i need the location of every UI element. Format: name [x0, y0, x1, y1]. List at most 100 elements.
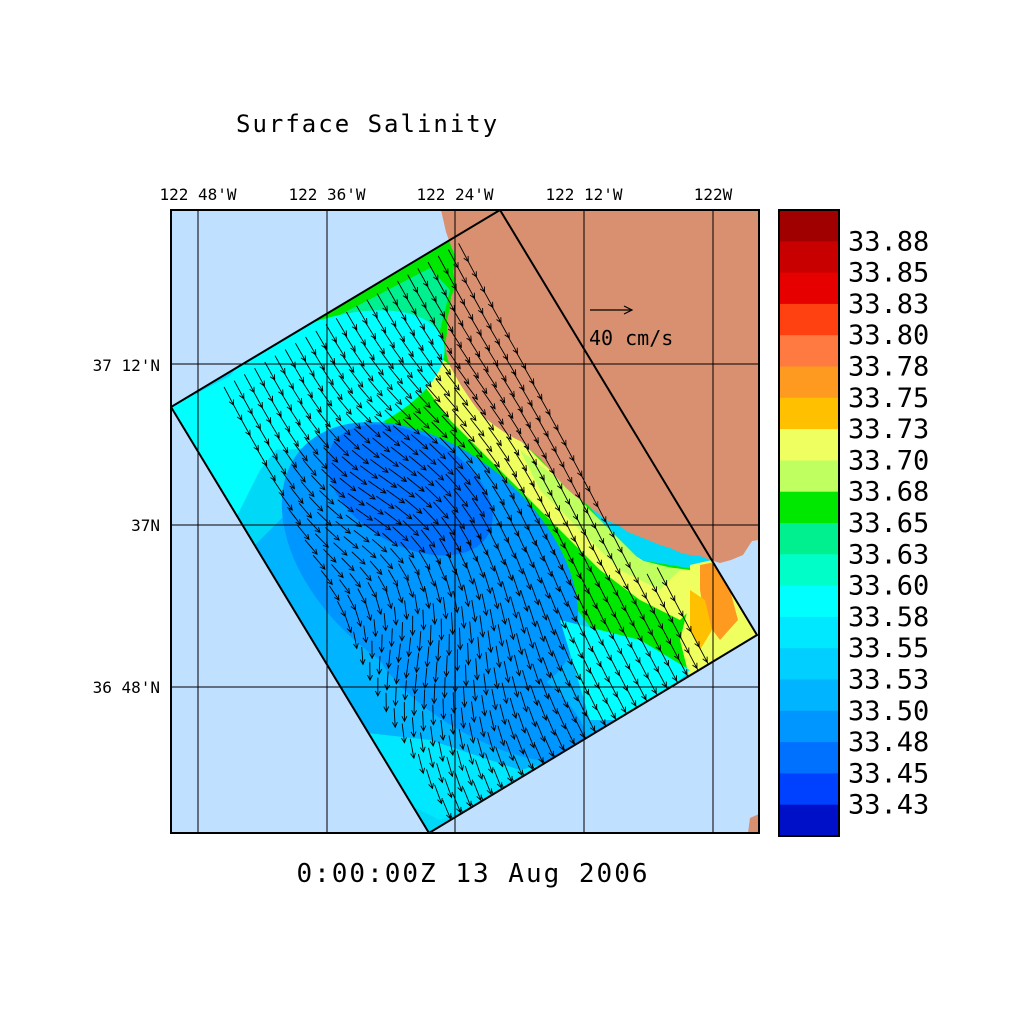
- velocity-arrow: [523, 749, 534, 770]
- velocity-arrow: [290, 386, 303, 405]
- velocity-arrow: [272, 377, 284, 396]
- velocity-arrow: [449, 713, 456, 735]
- velocity-arrow: [371, 538, 388, 553]
- velocity-arrow: [440, 698, 447, 720]
- velocity-arrow: [378, 634, 385, 654]
- velocity-arrow: [500, 501, 512, 522]
- velocity-arrow: [402, 680, 409, 701]
- velocity-arrow: [458, 729, 466, 751]
- velocity-arrow: [501, 581, 511, 604]
- velocity-arrow: [416, 631, 423, 653]
- velocity-arrow: [519, 691, 529, 713]
- velocity-arrow: [362, 625, 369, 644]
- velocity-arrow: [366, 299, 378, 319]
- velocity-arrow: [353, 529, 370, 543]
- colorbar-swatch: [779, 460, 839, 493]
- velocity-arrow: [403, 658, 410, 680]
- colorbar-swatch: [779, 554, 839, 587]
- velocity-arrow: [414, 594, 421, 615]
- velocity-arrow: [585, 611, 596, 631]
- velocity-arrow: [435, 378, 451, 397]
- velocity-arrow: [506, 334, 518, 355]
- velocity-arrow: [443, 393, 459, 412]
- velocity-arrow: [495, 747, 504, 768]
- velocity-arrow: [382, 532, 399, 547]
- velocity-arrow: [376, 293, 388, 313]
- velocity-arrow: [419, 732, 426, 753]
- velocity-arrow: [327, 404, 342, 422]
- velocity-arrow: [331, 462, 348, 478]
- velocity-arrow: [392, 686, 399, 707]
- velocity-arrow: [400, 440, 419, 456]
- velocity-arrow: [406, 375, 422, 394]
- velocity-arrow: [512, 371, 525, 392]
- velocity-arrow: [487, 731, 495, 753]
- velocity-arrow: [321, 367, 334, 386]
- velocity-arrow: [333, 440, 350, 457]
- colorbar-swatch: [779, 429, 839, 461]
- velocity-arrow: [427, 464, 445, 481]
- velocity-arrow: [345, 514, 363, 528]
- velocity-arrow: [605, 598, 616, 619]
- velocity-arrow: [502, 479, 515, 500]
- velocity-arrow: [393, 665, 400, 685]
- colorbar-label: 33.63: [848, 539, 929, 570]
- velocity-arrow: [409, 738, 416, 760]
- velocity-arrow: [529, 402, 541, 422]
- velocity-arrow: [487, 630, 494, 654]
- lon-tick-label: 122 48'W: [159, 185, 236, 204]
- velocity-arrow: [322, 548, 337, 563]
- velocity-arrow: [453, 590, 460, 614]
- velocity-arrow: [467, 439, 483, 458]
- velocity-arrow: [355, 610, 363, 628]
- velocity-arrow: [448, 735, 455, 757]
- lon-tick-label: 122 24'W: [416, 185, 493, 204]
- velocity-arrow: [465, 562, 475, 585]
- velocity-arrow: [359, 646, 366, 666]
- velocity-arrow: [442, 597, 449, 620]
- velocity-arrow: [433, 501, 449, 520]
- velocity-arrow: [378, 474, 398, 488]
- velocity-arrow: [491, 587, 500, 610]
- velocity-arrow: [358, 385, 373, 403]
- velocity-arrow: [438, 618, 445, 641]
- velocity-arrow: [403, 600, 410, 621]
- velocity-arrow: [449, 612, 456, 636]
- velocity-arrow: [301, 379, 313, 399]
- velocity-arrow: [516, 430, 530, 450]
- velocity-arrow: [349, 471, 368, 486]
- velocity-arrow: [386, 286, 398, 306]
- velocity-arrow: [408, 557, 420, 576]
- velocity-arrow: [535, 439, 547, 460]
- velocity-arrow: [481, 593, 489, 617]
- velocity-arrow: [323, 345, 336, 365]
- velocity-arrow: [507, 719, 516, 741]
- velocity-arrow: [481, 695, 488, 717]
- velocity-arrow: [540, 679, 550, 700]
- velocity-arrow: [309, 395, 322, 414]
- map-panel: [171, 210, 759, 833]
- velocity-arrow: [583, 632, 594, 653]
- velocity-arrow: [421, 689, 427, 711]
- colorbar-swatch: [779, 710, 839, 743]
- velocity-arrow: [513, 756, 523, 777]
- velocity-arrow: [530, 583, 540, 606]
- velocity-arrow: [534, 540, 545, 562]
- velocity-arrow: [593, 626, 604, 647]
- velocity-arrow: [314, 533, 329, 548]
- velocity-arrow: [328, 585, 340, 602]
- velocity-arrow: [394, 504, 413, 520]
- velocity-arrow: [319, 490, 335, 505]
- velocity-arrow: [522, 568, 532, 591]
- velocity-arrow: [503, 762, 513, 783]
- velocity-arrow: [478, 433, 493, 453]
- velocity-arrow: [351, 449, 370, 465]
- velocity-arrow: [247, 432, 259, 452]
- velocity-arrow: [522, 467, 535, 488]
- velocity-arrow: [526, 626, 535, 649]
- velocity-arrow: [395, 643, 402, 664]
- velocity-arrow: [362, 443, 380, 459]
- velocity-arrow: [280, 493, 293, 511]
- velocity-arrow: [486, 448, 500, 468]
- velocity-arrow: [568, 681, 579, 702]
